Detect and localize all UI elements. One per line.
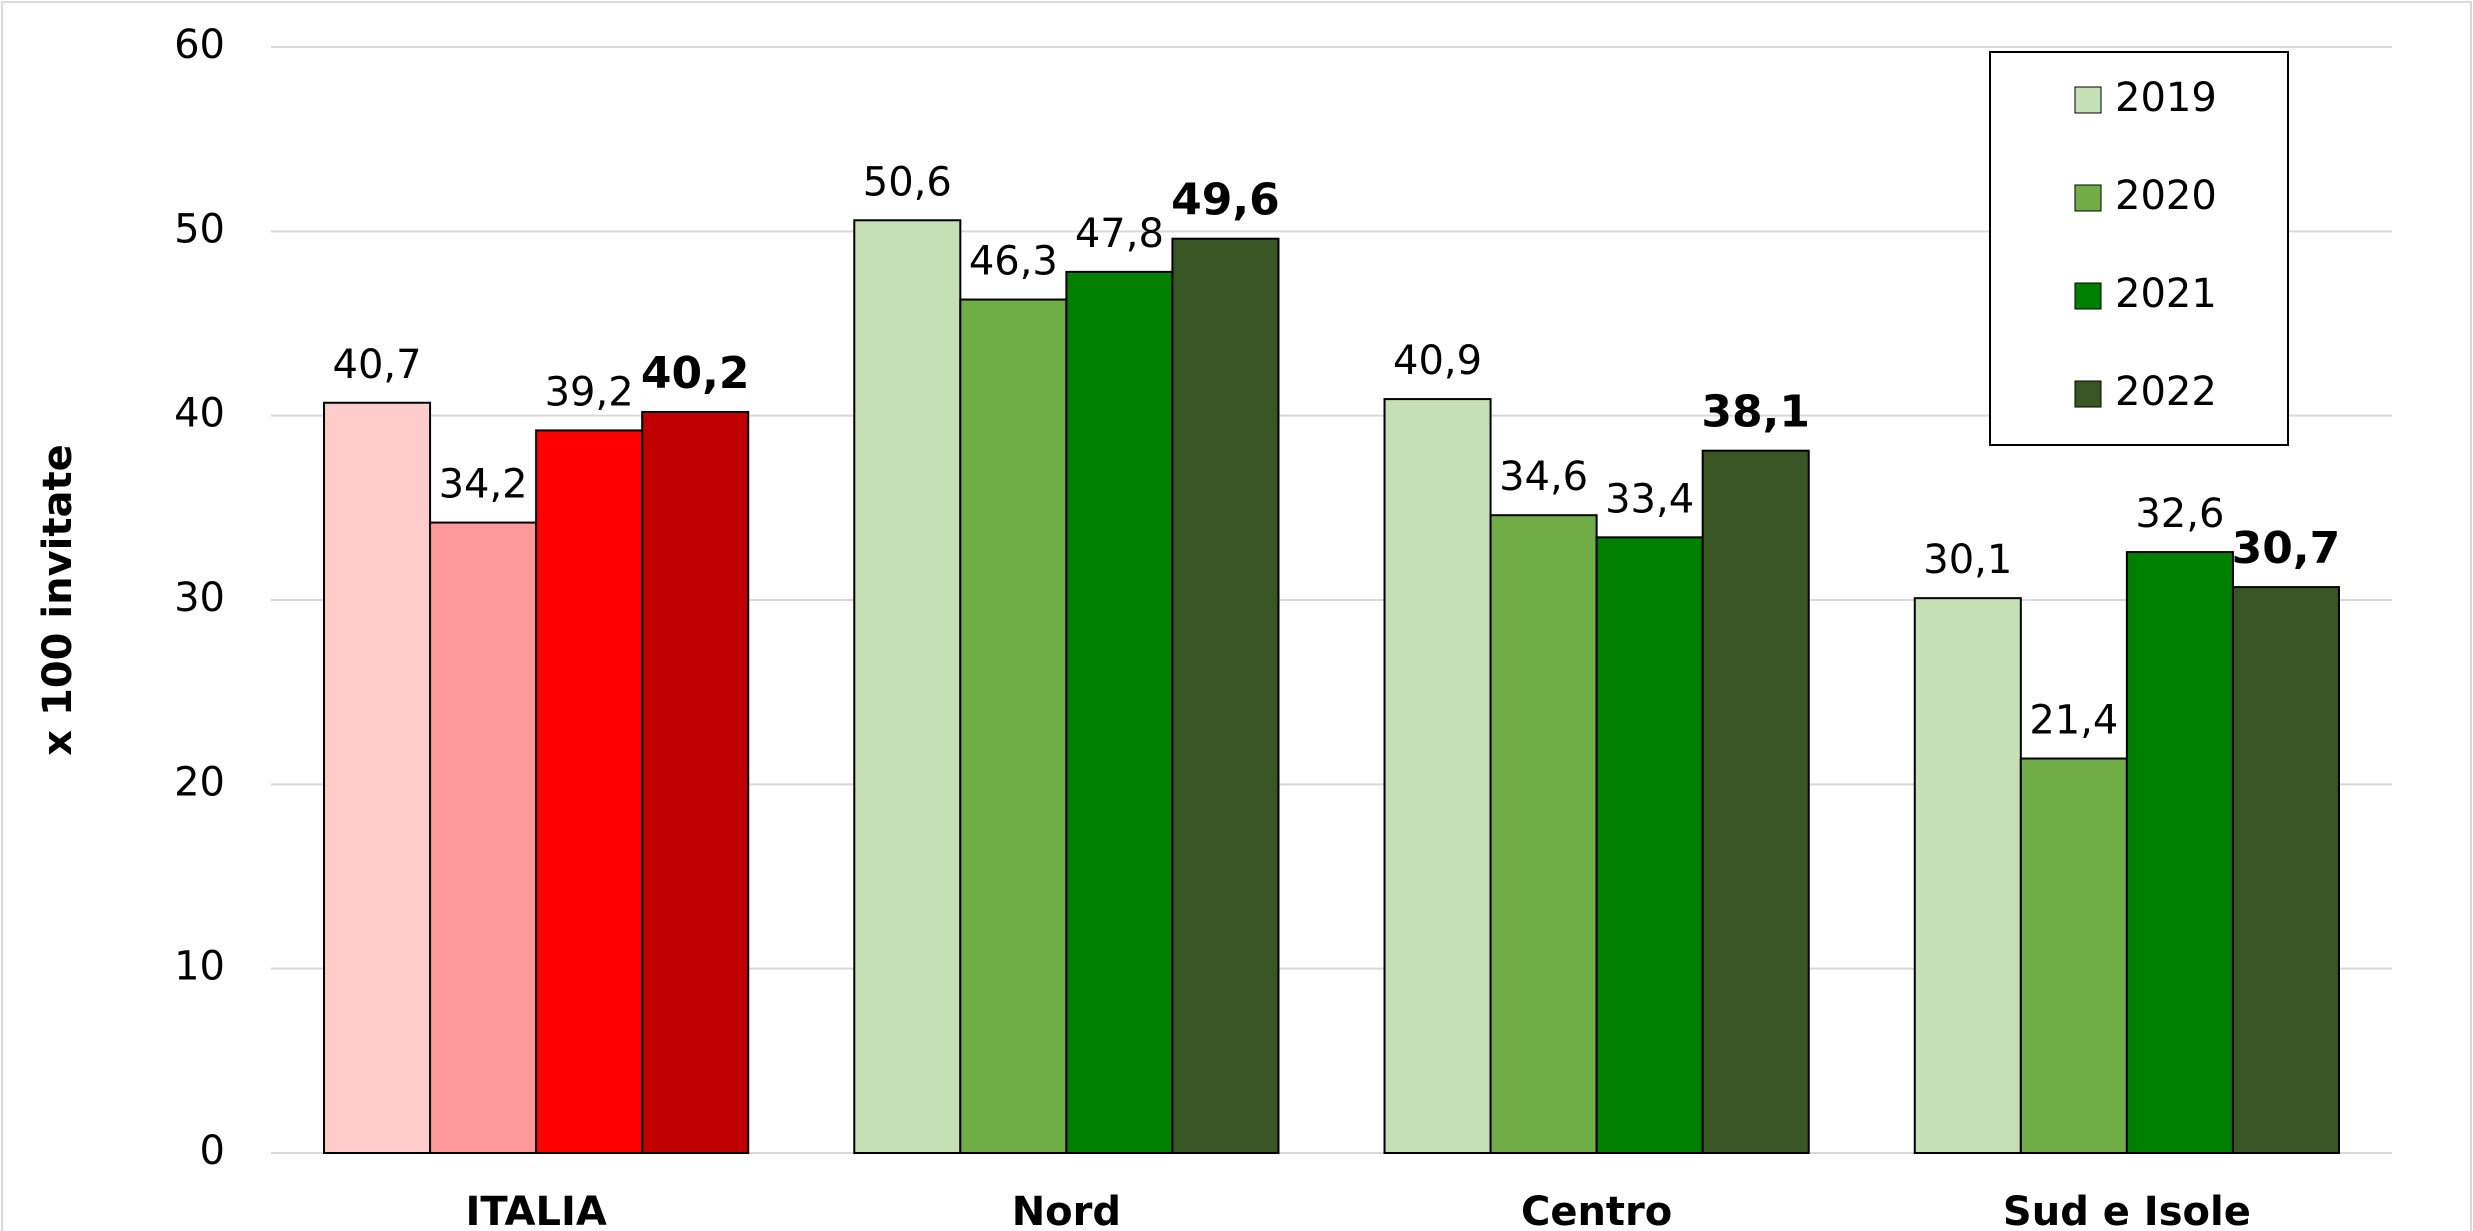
- value-label: 32,6: [2135, 491, 2224, 537]
- value-label: 47,8: [1075, 211, 1164, 257]
- legend-label: 2021: [2115, 271, 2217, 317]
- value-label: 33,4: [1605, 476, 1694, 522]
- bar: [1383, 398, 1492, 1154]
- bar: [323, 401, 432, 1155]
- y-tick-label: 50: [174, 206, 225, 252]
- bar: [535, 429, 644, 1154]
- legend-label: 2020: [2115, 173, 2217, 219]
- y-tick-label: 30: [174, 575, 225, 621]
- x-tick-label: Centro: [1521, 1189, 1672, 1231]
- bar: [1595, 536, 1704, 1154]
- bar: [1065, 270, 1174, 1154]
- bar: [853, 219, 962, 1155]
- x-tick-label: Sud e Isole: [2003, 1189, 2251, 1231]
- value-label: 34,6: [1499, 454, 1588, 500]
- value-label: 39,2: [545, 369, 634, 415]
- bar: [429, 521, 538, 1154]
- value-label: 40,9: [1393, 338, 1482, 384]
- legend-label: 2019: [2115, 75, 2217, 121]
- value-label: 34,2: [439, 462, 528, 508]
- legend-label: 2022: [2115, 369, 2217, 415]
- bar: [2125, 551, 2234, 1154]
- legend-box: [1989, 51, 2289, 446]
- legend-swatch: [2074, 184, 2102, 212]
- legend-swatch: [2074, 86, 2102, 114]
- value-label: 49,6: [1171, 175, 1280, 226]
- value-label: 46,3: [969, 239, 1058, 285]
- y-tick-label: 0: [200, 1128, 225, 1174]
- y-tick-label: 60: [174, 22, 225, 68]
- bar: [2019, 757, 2128, 1154]
- value-label: 50,6: [863, 159, 952, 205]
- bar: [1913, 597, 2022, 1154]
- bar: [1171, 237, 1280, 1154]
- value-label: 30,7: [2232, 523, 2341, 574]
- x-tick-label: ITALIA: [465, 1189, 606, 1231]
- y-axis-title: x 100 invitate: [35, 444, 81, 755]
- value-label: 38,1: [1701, 387, 1810, 438]
- bar: [959, 298, 1068, 1154]
- bar: [641, 410, 750, 1155]
- value-label: 40,7: [333, 342, 422, 388]
- value-label: 30,1: [1923, 537, 2012, 583]
- y-tick-label: 40: [174, 391, 225, 437]
- legend-swatch: [2074, 380, 2102, 408]
- bar: [1701, 449, 1810, 1154]
- x-tick-label: Nord: [1012, 1189, 1121, 1231]
- y-tick-label: 10: [174, 944, 225, 990]
- legend-swatch: [2074, 282, 2102, 310]
- value-label: 40,2: [641, 348, 750, 399]
- bar: [2231, 586, 2340, 1154]
- value-label: 21,4: [2029, 698, 2118, 744]
- y-tick-label: 20: [174, 759, 225, 805]
- bar: [1489, 514, 1598, 1154]
